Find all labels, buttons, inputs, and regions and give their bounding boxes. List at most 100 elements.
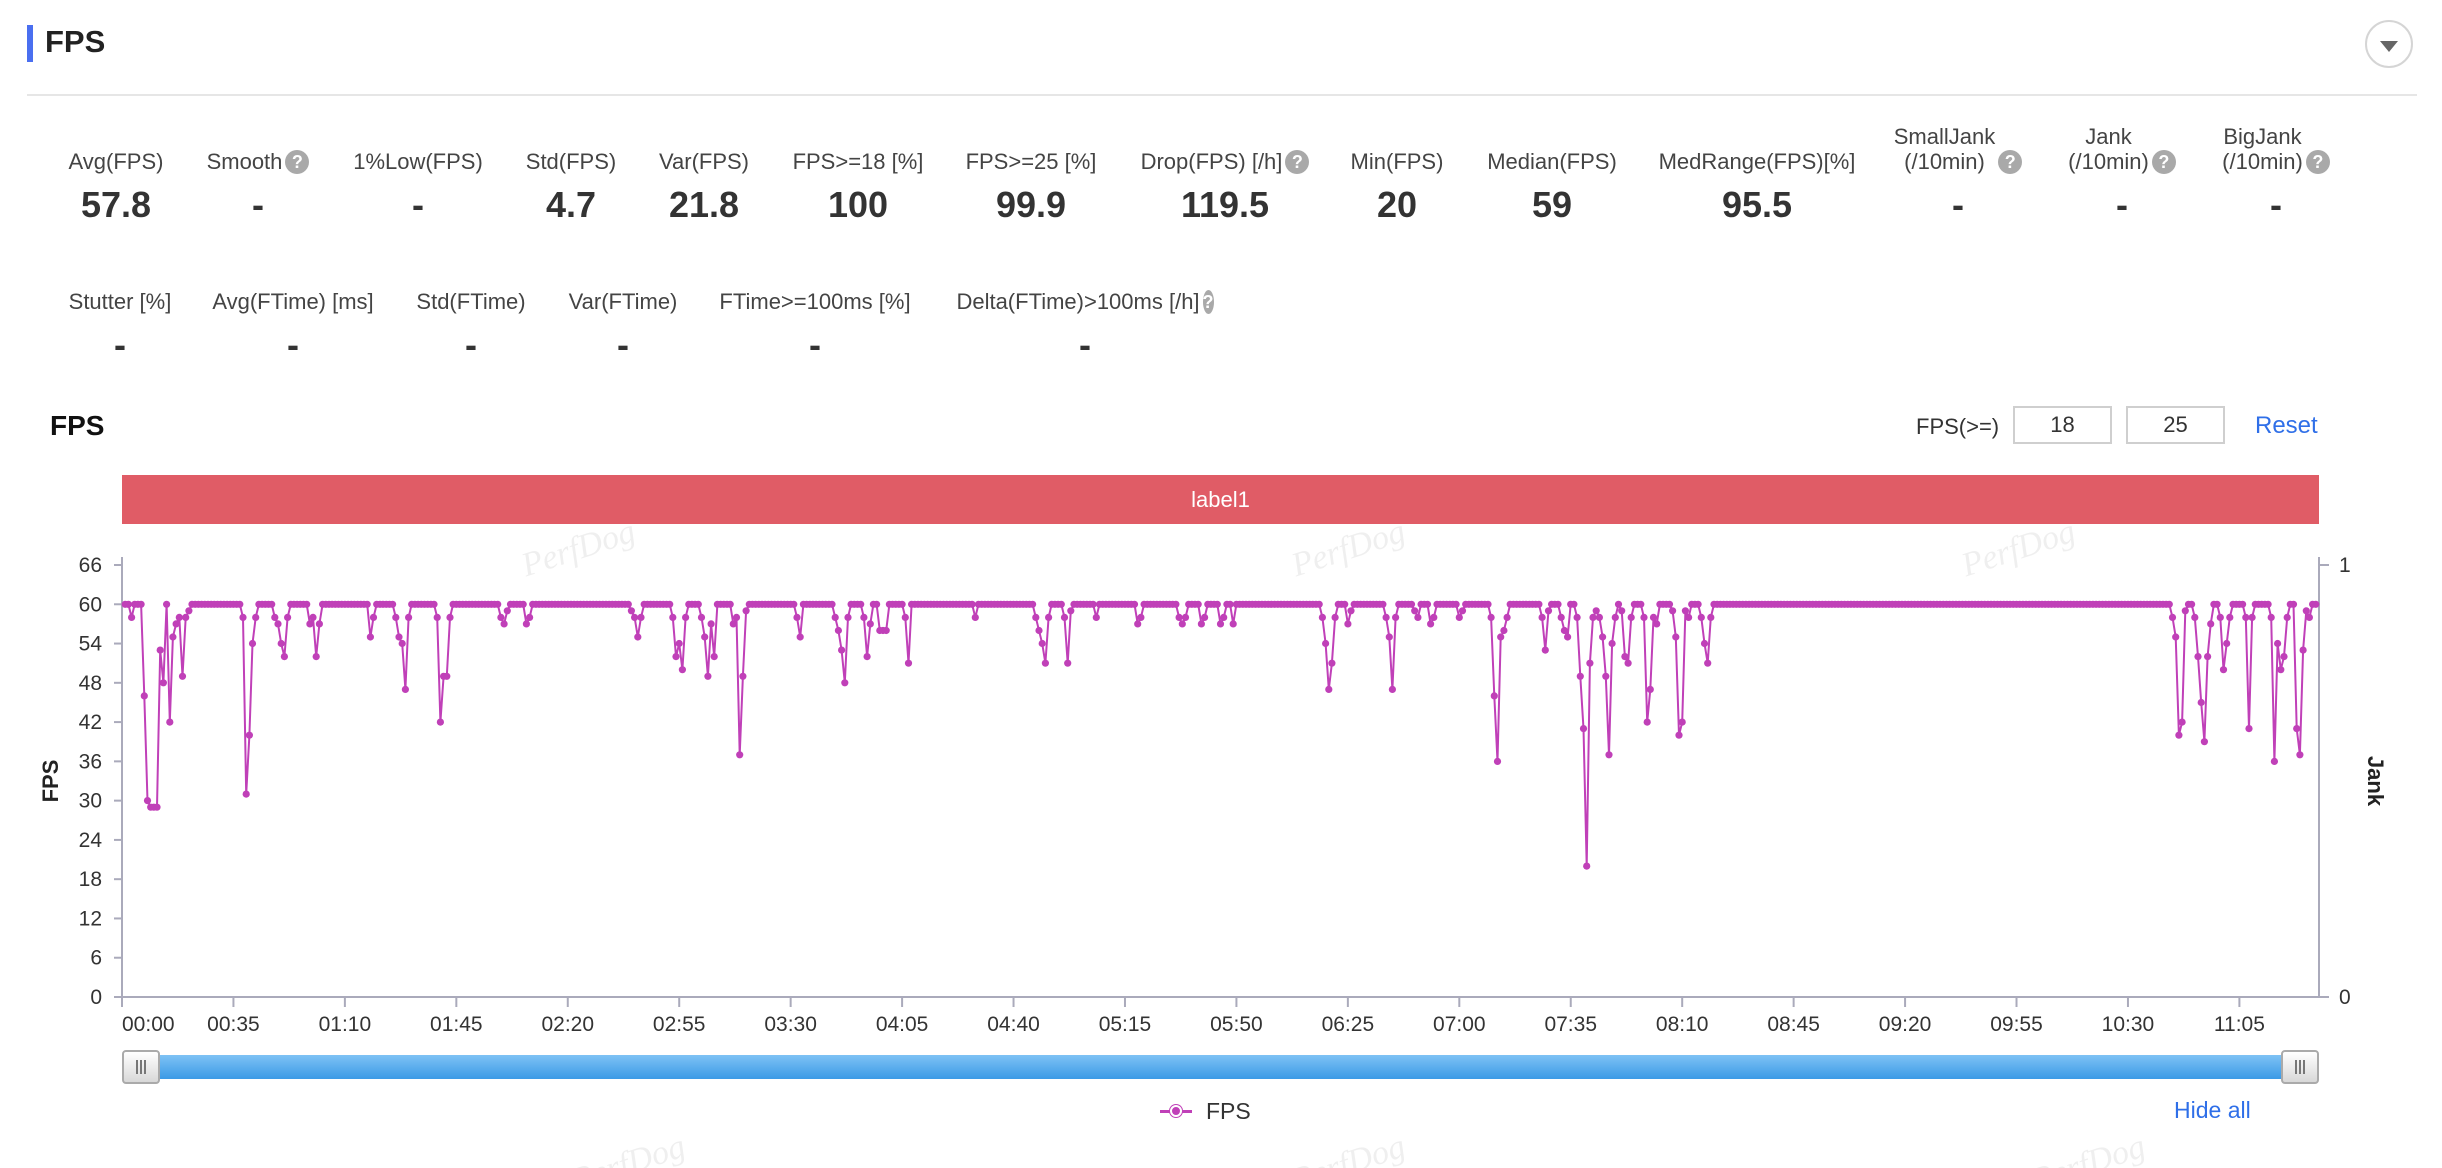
fps-data-point[interactable] <box>1388 685 1396 693</box>
fps-data-point[interactable] <box>624 600 632 608</box>
fps-data-point[interactable] <box>701 633 709 641</box>
fps-data-point[interactable] <box>2264 600 2272 608</box>
fps-data-point[interactable] <box>405 613 413 621</box>
fps-data-point[interactable] <box>669 613 677 621</box>
fps-data-point[interactable] <box>497 613 505 621</box>
fps-data-point[interactable] <box>2204 653 2212 661</box>
fps-data-point[interactable] <box>2245 725 2253 733</box>
fps-data-point[interactable] <box>2223 639 2231 648</box>
fps-data-point[interactable] <box>844 613 852 621</box>
fps-data-point[interactable] <box>1455 613 1463 621</box>
fps-data-point[interactable] <box>309 613 317 621</box>
fps-data-point[interactable] <box>2305 613 2313 621</box>
fps-data-point[interactable] <box>163 600 171 608</box>
help-icon[interactable]: ? <box>2305 150 2330 174</box>
fps-data-point[interactable] <box>672 653 680 661</box>
slider-handle-start[interactable] <box>122 1050 160 1084</box>
fps-data-point[interactable] <box>248 639 257 648</box>
fps-data-point[interactable] <box>1544 607 1553 615</box>
fps-data-point[interactable] <box>1194 600 1202 608</box>
fps-data-point[interactable] <box>732 613 741 621</box>
fps-data-point[interactable] <box>634 633 642 641</box>
fps-data-point[interactable] <box>2296 751 2304 759</box>
fps-data-point[interactable] <box>1041 659 1049 667</box>
fps-data-point[interactable] <box>2207 620 2215 628</box>
fps-data-point[interactable] <box>306 620 314 628</box>
fps-data-point[interactable] <box>1493 757 1502 765</box>
fps-data-point[interactable] <box>1487 613 1495 621</box>
fps-data-point[interactable] <box>828 600 836 608</box>
fps-data-point[interactable] <box>1130 600 1139 608</box>
fps-data-point[interactable] <box>2197 698 2205 707</box>
fps-data-point[interactable] <box>143 797 152 805</box>
fps-data-point[interactable] <box>1089 600 1097 608</box>
fps-data-point[interactable] <box>178 672 187 680</box>
fps-data-point[interactable] <box>1573 613 1581 621</box>
fps-data-point[interactable] <box>1589 613 1597 621</box>
fps-data-point[interactable] <box>2226 613 2234 621</box>
fps-data-point[interactable] <box>2302 607 2310 615</box>
fps-data-point[interactable] <box>1643 718 1651 726</box>
fps-data-point[interactable] <box>971 613 979 621</box>
fps-data-point[interactable] <box>169 633 177 641</box>
fps-data-point[interactable] <box>631 613 639 621</box>
fps-data-point[interactable] <box>156 646 164 654</box>
help-icon[interactable]: ? <box>1285 150 1310 174</box>
fps-data-point[interactable] <box>1038 639 1046 648</box>
fps-data-point[interactable] <box>866 620 874 628</box>
fps-data-point[interactable] <box>398 639 406 648</box>
fps-data-point[interactable] <box>2293 725 2301 733</box>
fps-data-point[interactable] <box>1646 685 1654 693</box>
fps-data-point[interactable] <box>739 672 747 680</box>
fps-data-point[interactable] <box>1669 607 1677 615</box>
fps-data-point[interactable] <box>2312 600 2320 608</box>
fps-data-point[interactable] <box>1685 613 1693 621</box>
fps-data-point[interactable] <box>1045 613 1053 621</box>
fps-data-point[interactable] <box>2242 613 2250 621</box>
fps-data-point[interactable] <box>1220 613 1228 621</box>
fps-data-point[interactable] <box>2213 600 2221 608</box>
fps-data-point[interactable] <box>392 613 400 621</box>
fps-data-point[interactable] <box>1557 613 1565 621</box>
fps-data-point[interactable] <box>2200 738 2208 746</box>
fps-data-point[interactable] <box>284 613 292 621</box>
fps-data-point[interactable] <box>1035 626 1043 635</box>
fps-data-point[interactable] <box>1653 620 1661 628</box>
fps-data-point[interactable] <box>395 633 403 641</box>
fps-data-point[interactable] <box>124 600 132 608</box>
fps-data-point[interactable] <box>2191 613 2199 621</box>
fps-data-point[interactable] <box>1564 633 1572 641</box>
legend-item-fps[interactable]: FPS <box>1160 1096 1251 1126</box>
fps-data-point[interactable] <box>1538 613 1546 621</box>
fps-data-point[interactable] <box>1503 613 1511 621</box>
fps-data-point[interactable] <box>2181 607 2189 615</box>
fps-data-point[interactable] <box>1064 659 1072 667</box>
fps-data-point[interactable] <box>1586 659 1594 667</box>
fps-data-point[interactable] <box>2299 646 2307 654</box>
fps-data-point[interactable] <box>2216 613 2224 621</box>
fps-data-point[interactable] <box>1637 600 1645 608</box>
fps-data-point[interactable] <box>857 600 865 608</box>
fps-data-point[interactable] <box>901 613 909 621</box>
fps-data-point[interactable] <box>1611 613 1619 621</box>
fps-data-point[interactable] <box>1197 620 1205 628</box>
fps-data-point[interactable] <box>1427 620 1435 628</box>
fps-data-point[interactable] <box>1605 751 1613 759</box>
fps-data-point[interactable] <box>736 751 744 759</box>
fps-data-point[interactable] <box>401 685 409 693</box>
fps-threshold-low-input[interactable] <box>2013 406 2112 444</box>
fps-data-point[interactable] <box>500 620 508 628</box>
fps-data-point[interactable] <box>1595 613 1603 621</box>
slider-handle-end[interactable] <box>2281 1050 2319 1084</box>
fps-data-point[interactable] <box>873 600 881 608</box>
help-icon[interactable]: ? <box>2151 150 2176 174</box>
fps-data-point[interactable] <box>1325 685 1333 693</box>
help-icon[interactable]: ? <box>285 150 310 174</box>
fps-data-point[interactable] <box>1029 600 1037 608</box>
fps-data-point[interactable] <box>369 613 378 621</box>
fps-data-point[interactable] <box>898 600 906 608</box>
fps-data-point[interactable] <box>2178 718 2186 726</box>
fps-data-point[interactable] <box>303 600 311 608</box>
fps-data-point[interactable] <box>2267 613 2275 621</box>
fps-data-point[interactable] <box>1458 607 1467 615</box>
